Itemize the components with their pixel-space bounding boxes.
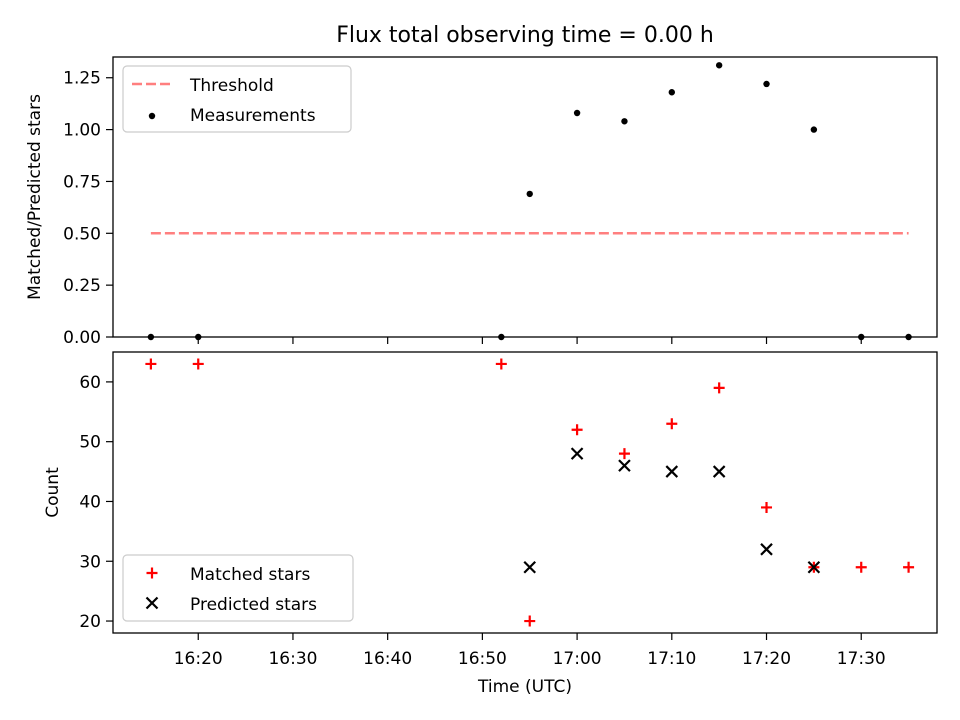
measurement-point [810,126,818,133]
x-tick-label: 16:30 [268,649,317,669]
predicted-stars-point [712,465,726,478]
legend-predicted-handle [145,596,159,610]
matched-stars-point [495,358,507,370]
matched-stars-point [761,501,773,513]
legend: Threshold Measurements [122,65,352,133]
predicted-stars-point [523,560,537,574]
y-tick-label: 30 [79,552,101,572]
legend-matched-handle [146,567,158,579]
x-tick-label: 17:20 [742,649,791,669]
x-tick-label: 16:50 [458,649,507,669]
y-axis-label: Count [43,467,63,518]
x-tick-label: 16:20 [174,649,223,669]
measurement-point [763,80,770,88]
legend-measurements-handle [148,112,156,120]
y-tick-label: 1.25 [63,69,101,89]
matched-stars-point [666,418,678,430]
plot-frame [112,56,938,338]
matched-stars-point [524,615,536,627]
y-tick-label: 50 [79,433,101,453]
x-axis-label: Time (UTC) [477,677,572,697]
legend-label: Matched stars [190,565,310,585]
measurement-point [715,62,723,69]
bottom-panel-counts: 20 30 40 50 60 16:20 16:30 16:40 16:50 17:00 17:10… [43,351,938,697]
measurement-point [621,118,628,125]
y-tick-label: 0.00 [63,328,101,348]
matched-stars-point [192,358,204,370]
predicted-stars-point [665,465,679,478]
matched-stars-point [571,424,583,436]
legend-label: Predicted stars [190,595,317,615]
measurement-point [573,109,581,117]
y-tick-label: 60 [79,373,101,393]
x-tick-label: 16:40 [363,649,412,669]
y-tick-label: 1.00 [63,121,101,141]
y-tick-label: 0.50 [63,224,101,244]
y-tick-label: 40 [79,492,101,512]
x-tick-label: 17:00 [553,649,602,669]
top-panel-ratio: 0.00 0.25 0.50 0.75 1.00 1.25 Matched/Predicte… [25,56,938,348]
matched-stars-point [618,448,630,460]
legend-box [122,554,354,622]
predicted-stars-point [618,459,631,472]
legend-box [122,65,352,133]
matched-stars-point [713,382,725,394]
legend: Matched stars Predicted stars [122,554,354,622]
plot-frame [112,351,938,634]
measurement-point [526,190,533,198]
predicted-stars-point [760,543,773,556]
y-tick-label: 20 [79,612,101,632]
measurement-point [668,89,676,96]
predicted-stars-point [570,447,584,460]
y-tick-label: 0.75 [63,172,101,192]
legend-label: Measurements [190,106,316,126]
figure-title: Flux total observing time = 0.00 h [336,23,714,48]
x-tick-label: 17:30 [837,649,886,669]
matched-stars-point [903,561,915,573]
y-axis-label: Matched/Predicted stars [25,94,45,300]
x-tick-label: 17:10 [647,649,696,669]
y-tick-label: 0.25 [63,276,101,296]
legend-label: Threshold [189,76,274,96]
matched-stars-point [145,358,157,370]
predicted-stars-point [807,560,821,574]
matched-stars-point [855,561,867,573]
